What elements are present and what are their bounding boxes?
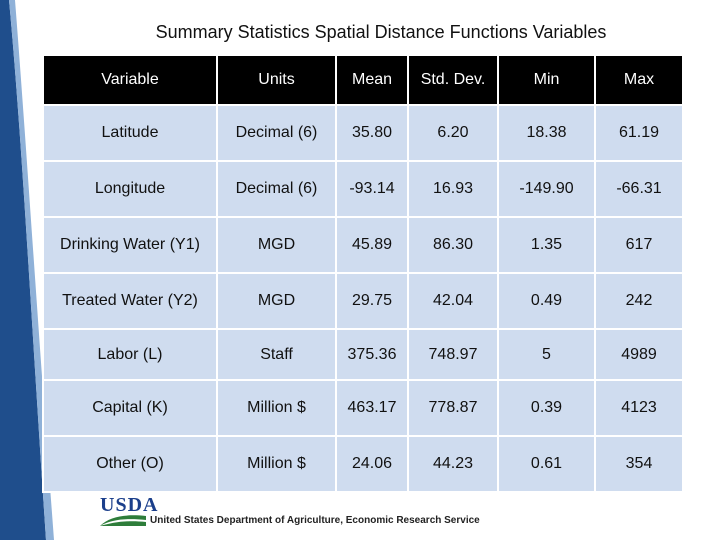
cell-units: Staff — [216, 328, 337, 381]
cell-max: 4989 — [594, 328, 684, 381]
cell-mean: 375.36 — [335, 328, 409, 381]
cell-min: 1.35 — [497, 216, 596, 274]
cell-units: MGD — [216, 272, 337, 330]
usda-logo-swoosh-icon — [100, 515, 146, 526]
cell-std-dev: 6.20 — [407, 104, 499, 162]
cell-std-dev: 778.87 — [407, 379, 499, 437]
header-units: Units — [216, 54, 337, 106]
usda-logo: USDA — [100, 494, 159, 516]
cell-variable: Other (O) — [42, 435, 218, 493]
header-variable: Variable — [42, 54, 218, 106]
footer: USDA United States Department of Agricul… — [100, 494, 480, 526]
cell-max: -66.31 — [594, 160, 684, 218]
cell-min: 0.61 — [497, 435, 596, 493]
table-row: Other (O) Million $ 24.06 44.23 0.61 354 — [42, 435, 684, 493]
cell-max: 242 — [594, 272, 684, 330]
header-max: Max — [594, 54, 684, 106]
department-name: United States Department of Agriculture,… — [150, 515, 480, 526]
cell-min: 5 — [497, 328, 596, 381]
summary-statistics-table: Variable Units Mean Std. Dev. Min Max La… — [42, 54, 684, 493]
cell-mean: 29.75 — [335, 272, 409, 330]
cell-max: 354 — [594, 435, 684, 493]
header-std-dev: Std. Dev. — [407, 54, 499, 106]
cell-max: 4123 — [594, 379, 684, 437]
cell-std-dev: 86.30 — [407, 216, 499, 274]
slide-title: Summary Statistics Spatial Distance Func… — [155, 22, 607, 42]
cell-min: -149.90 — [497, 160, 596, 218]
table-row: Drinking Water (Y1) MGD 45.89 86.30 1.35… — [42, 216, 684, 274]
cell-mean: 24.06 — [335, 435, 409, 493]
cell-std-dev: 16.93 — [407, 160, 499, 218]
cell-std-dev: 44.23 — [407, 435, 499, 493]
cell-std-dev: 42.04 — [407, 272, 499, 330]
cell-units: Million $ — [216, 379, 337, 437]
cell-variable: Longitude — [42, 160, 218, 218]
cell-variable: Latitude — [42, 104, 218, 162]
cell-max: 61.19 — [594, 104, 684, 162]
cell-std-dev: 748.97 — [407, 328, 499, 381]
cell-variable: Labor (L) — [42, 328, 218, 381]
cell-units: Decimal (6) — [216, 160, 337, 218]
cell-variable: Capital (K) — [42, 379, 218, 437]
cell-mean: 463.17 — [335, 379, 409, 437]
cell-variable: Treated Water (Y2) — [42, 272, 218, 330]
table-row: Labor (L) Staff 375.36 748.97 5 4989 — [42, 328, 684, 381]
cell-units: Million $ — [216, 435, 337, 493]
header-min: Min — [497, 54, 596, 106]
table-row: Capital (K) Million $ 463.17 778.87 0.39… — [42, 379, 684, 437]
cell-mean: 35.80 — [335, 104, 409, 162]
header-mean: Mean — [335, 54, 409, 106]
cell-units: Decimal (6) — [216, 104, 337, 162]
table-row: Longitude Decimal (6) -93.14 16.93 -149.… — [42, 160, 684, 218]
table-header-row: Variable Units Mean Std. Dev. Min Max — [42, 54, 684, 106]
cell-min: 0.39 — [497, 379, 596, 437]
table-row: Treated Water (Y2) MGD 29.75 42.04 0.49 … — [42, 272, 684, 330]
cell-min: 18.38 — [497, 104, 596, 162]
cell-units: MGD — [216, 216, 337, 274]
cell-variable: Drinking Water (Y1) — [42, 216, 218, 274]
cell-max: 617 — [594, 216, 684, 274]
cell-mean: 45.89 — [335, 216, 409, 274]
cell-min: 0.49 — [497, 272, 596, 330]
table-row: Latitude Decimal (6) 35.80 6.20 18.38 61… — [42, 104, 684, 162]
cell-mean: -93.14 — [335, 160, 409, 218]
